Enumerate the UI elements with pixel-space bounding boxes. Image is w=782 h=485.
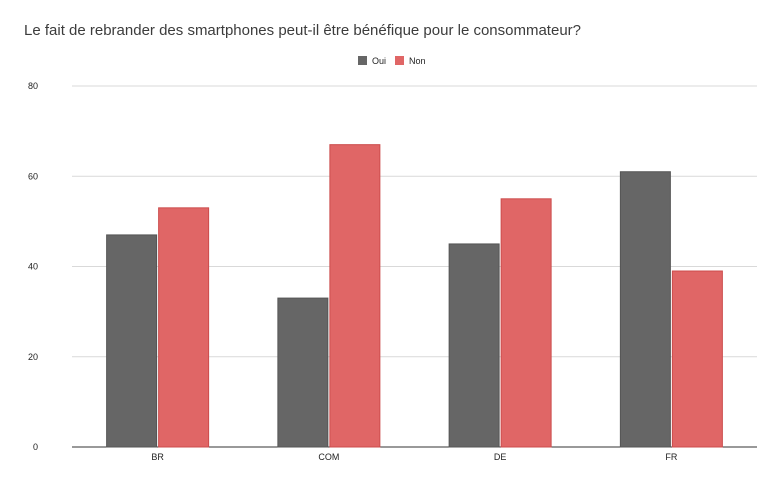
y-tick-label: 40 xyxy=(28,262,38,272)
y-tick-label: 20 xyxy=(28,352,38,362)
bar-non-br xyxy=(158,207,210,448)
x-tick-label: BR xyxy=(151,452,164,462)
bar-oui-fr xyxy=(619,171,671,448)
bar-oui-br xyxy=(106,234,158,448)
bar-non-fr xyxy=(671,270,723,448)
bars xyxy=(106,144,723,448)
x-tick-label: DE xyxy=(494,452,507,462)
legend-swatch-non xyxy=(395,56,404,65)
bar-oui-de xyxy=(448,243,500,448)
bar-non-com xyxy=(329,144,381,448)
y-axis-ticks: 0 20 40 60 80 xyxy=(28,81,38,452)
bar-non-de xyxy=(500,198,552,448)
legend: Oui Non xyxy=(358,56,426,66)
legend-label-oui: Oui xyxy=(372,56,386,66)
y-tick-label: 80 xyxy=(28,81,38,91)
chart-title: Le fait de rebrander des smartphones peu… xyxy=(24,22,581,39)
x-tick-label: FR xyxy=(665,452,677,462)
x-tick-label: COM xyxy=(318,452,339,462)
legend-swatch-oui xyxy=(358,56,367,65)
bar-oui-com xyxy=(277,297,329,448)
y-tick-label: 0 xyxy=(33,442,38,452)
y-tick-label: 60 xyxy=(28,171,38,181)
x-axis-ticks: BR COM DE FR xyxy=(151,452,678,462)
legend-label-non: Non xyxy=(409,56,426,66)
